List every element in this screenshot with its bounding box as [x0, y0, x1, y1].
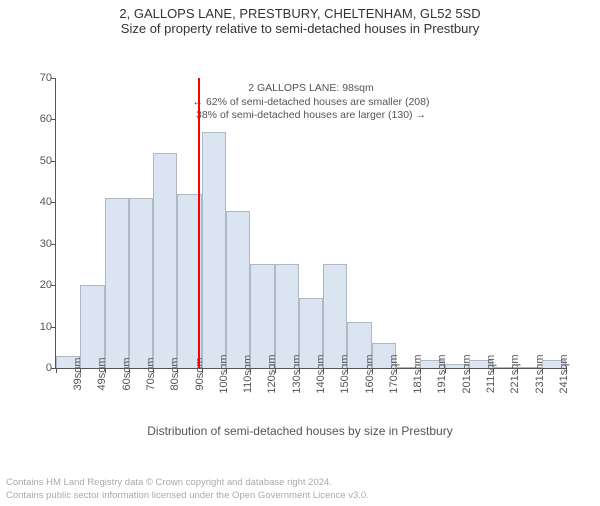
x-tick-label: 221sqm	[509, 354, 521, 393]
x-tick-mark	[202, 368, 203, 373]
histogram-bar	[129, 198, 153, 368]
x-tick-label: 241sqm	[558, 354, 570, 393]
y-tick-label: 10	[40, 321, 56, 333]
x-tick-label: 191sqm	[436, 354, 448, 393]
page-title-line1: 2, GALLOPS LANE, PRESTBURY, CHELTENHAM, …	[0, 6, 600, 21]
footer-line2: Contains public sector information licen…	[6, 490, 369, 502]
x-tick-mark	[250, 368, 251, 373]
x-tick-mark	[372, 368, 373, 373]
x-tick-label: 211sqm	[485, 355, 497, 393]
x-tick-mark	[56, 368, 57, 373]
footer-attribution: Contains HM Land Registry data © Crown c…	[6, 477, 369, 502]
histogram-bar	[202, 132, 226, 368]
plot-area: 2 GALLOPS LANE: 98sqm ← 62% of semi-deta…	[55, 78, 566, 369]
x-tick-mark	[445, 368, 446, 373]
x-tick-mark	[153, 368, 154, 373]
x-tick-mark	[226, 368, 227, 373]
footer-line1: Contains HM Land Registry data © Crown c…	[6, 477, 369, 489]
marker-annotation: 2 GALLOPS LANE: 98sqm ← 62% of semi-deta…	[193, 82, 430, 123]
x-tick-mark	[493, 368, 494, 373]
x-tick-mark	[177, 368, 178, 373]
y-tick-label: 40	[40, 196, 56, 208]
x-tick-mark	[517, 368, 518, 373]
y-tick-label: 70	[40, 72, 56, 84]
x-tick-label: 170sqm	[388, 354, 400, 393]
y-tick-label: 30	[40, 238, 56, 250]
x-tick-mark	[105, 368, 106, 373]
y-tick-label: 50	[40, 155, 56, 167]
page-title-line2: Size of property relative to semi-detach…	[0, 21, 600, 36]
histogram-bar	[250, 264, 274, 368]
annotation-line1: 2 GALLOPS LANE: 98sqm	[193, 82, 430, 96]
histogram-bar	[105, 198, 129, 368]
y-tick-label: 20	[40, 279, 56, 291]
x-tick-mark	[566, 368, 567, 373]
x-tick-mark	[396, 368, 397, 373]
y-tick-label: 60	[40, 113, 56, 125]
histogram-chart: 2 GALLOPS LANE: 98sqm ← 62% of semi-deta…	[0, 36, 600, 456]
x-tick-mark	[275, 368, 276, 373]
x-tick-mark	[299, 368, 300, 373]
annotation-line3: 38% of semi-detached houses are larger (…	[193, 109, 430, 123]
x-axis-label: Distribution of semi-detached houses by …	[0, 424, 600, 438]
histogram-bar	[153, 153, 177, 368]
annotation-line2: ← 62% of semi-detached houses are smalle…	[193, 96, 430, 110]
x-tick-mark	[469, 368, 470, 373]
x-tick-mark	[542, 368, 543, 373]
y-tick-label: 0	[46, 362, 56, 374]
histogram-bar	[275, 264, 299, 368]
marker-line	[198, 78, 200, 368]
x-tick-mark	[323, 368, 324, 373]
x-tick-mark	[80, 368, 81, 373]
x-tick-mark	[129, 368, 130, 373]
histogram-bar	[80, 285, 104, 368]
x-tick-mark	[420, 368, 421, 373]
histogram-bar	[226, 211, 250, 368]
x-tick-mark	[347, 368, 348, 373]
histogram-bar	[323, 264, 347, 368]
